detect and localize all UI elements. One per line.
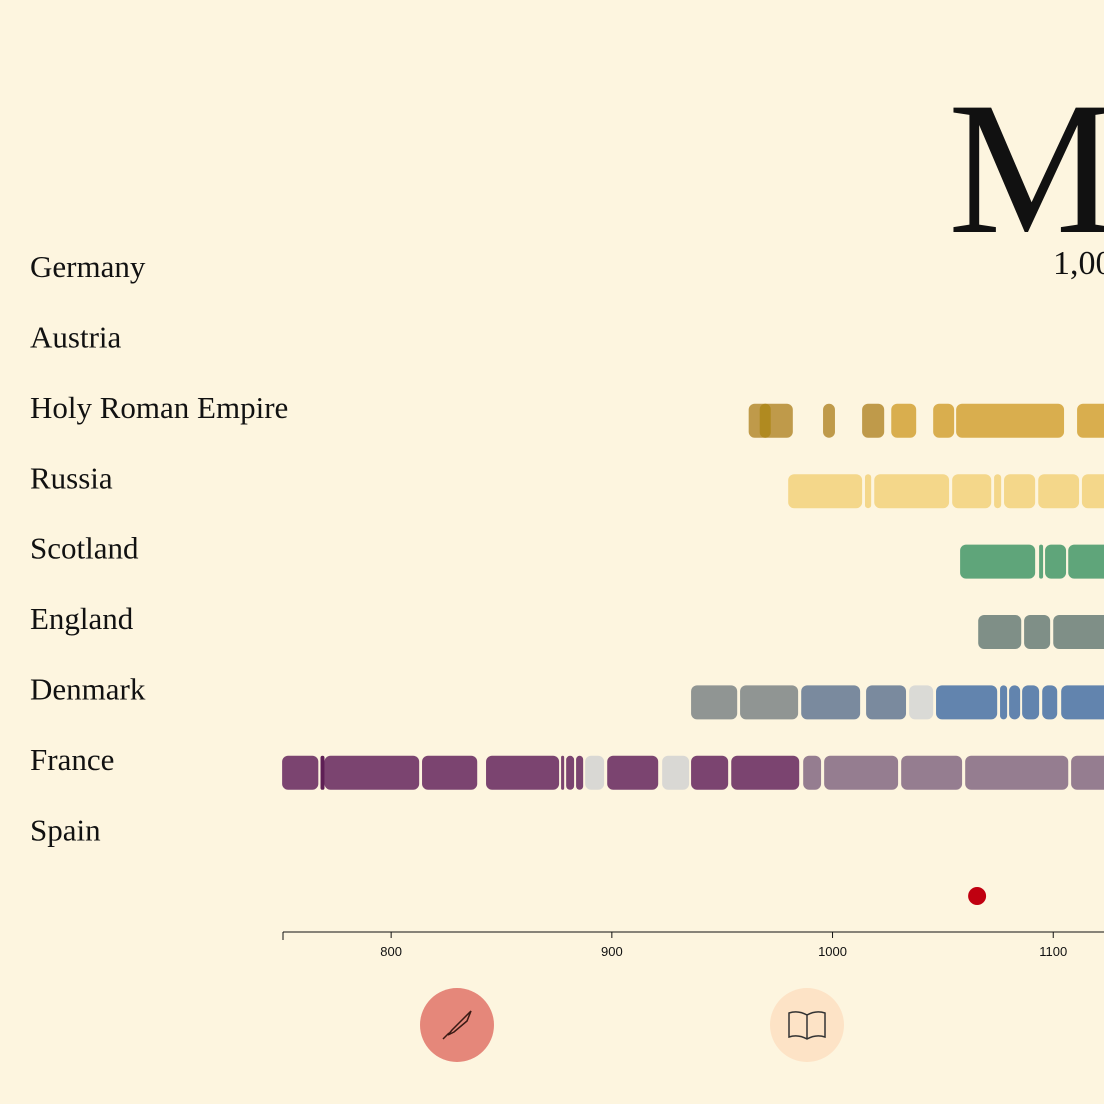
knife-icon bbox=[442, 1010, 472, 1040]
reign-segment bbox=[978, 615, 1022, 649]
reign-segment bbox=[1071, 755, 1104, 790]
reign-segment bbox=[576, 755, 584, 790]
book-icon bbox=[788, 1011, 826, 1040]
reign-segment bbox=[691, 755, 729, 790]
reign-segment bbox=[1004, 474, 1036, 509]
reign-segment bbox=[1038, 474, 1080, 509]
reign-segment bbox=[740, 685, 799, 720]
reign-segment bbox=[933, 403, 955, 438]
reign-segment bbox=[874, 474, 950, 509]
reign-segment bbox=[994, 474, 1002, 509]
reign-segment bbox=[1039, 544, 1044, 579]
row-label: Holy Roman Empire bbox=[30, 390, 288, 425]
reign-segment bbox=[824, 755, 899, 790]
x-tick-label: 1000 bbox=[818, 944, 847, 959]
reign-segment bbox=[607, 755, 659, 790]
book-button[interactable] bbox=[770, 988, 844, 1062]
reign-segment bbox=[801, 685, 861, 720]
row-label: Scotland bbox=[30, 531, 139, 566]
reign-segment bbox=[731, 755, 800, 790]
reign-segment bbox=[422, 755, 478, 790]
reign-segment bbox=[909, 685, 934, 720]
row-label: Spain bbox=[30, 812, 101, 847]
reign-segment bbox=[965, 755, 1069, 790]
reign-segment bbox=[320, 755, 325, 790]
reign-segment bbox=[1024, 615, 1051, 649]
reign-segment bbox=[864, 474, 872, 509]
reign-segment bbox=[788, 474, 863, 509]
reign-segment bbox=[901, 755, 963, 790]
row-label: Austria bbox=[30, 320, 122, 355]
knife-button[interactable] bbox=[420, 988, 494, 1062]
reign-segment bbox=[1045, 544, 1067, 579]
reign-segment bbox=[1042, 685, 1058, 720]
reign-segment bbox=[936, 685, 998, 720]
reign-segment bbox=[866, 685, 907, 720]
reign-segment bbox=[1009, 685, 1021, 720]
x-tick-label: 900 bbox=[601, 944, 623, 959]
event-marker bbox=[968, 887, 987, 905]
reign-segment bbox=[956, 403, 1065, 438]
row-label: Russia bbox=[30, 460, 113, 495]
x-tick-label: 800 bbox=[380, 944, 402, 959]
chart-title: M bbox=[948, 64, 1104, 274]
reign-segment bbox=[891, 403, 917, 438]
reign-segment bbox=[691, 685, 738, 720]
row-label: Germany bbox=[30, 249, 146, 284]
reign-segment bbox=[662, 755, 690, 790]
reign-segment bbox=[324, 755, 420, 790]
reign-segment bbox=[585, 755, 605, 790]
row-label: England bbox=[30, 601, 134, 636]
row-label: Denmark bbox=[30, 672, 146, 707]
row-label: France bbox=[30, 742, 114, 777]
reign-segment bbox=[486, 755, 560, 790]
reign-segment bbox=[1061, 685, 1104, 720]
reign-segment bbox=[1022, 685, 1040, 720]
reign-segment bbox=[282, 755, 319, 790]
reign-segment bbox=[759, 403, 771, 438]
reign-segment bbox=[1068, 544, 1104, 579]
reign-segment bbox=[1081, 474, 1104, 509]
reign-segment bbox=[561, 755, 565, 790]
reign-segment bbox=[1053, 615, 1104, 649]
reign-segment bbox=[1000, 685, 1008, 720]
reign-segment bbox=[566, 755, 575, 790]
chart-subtitle: 1,00 bbox=[1053, 245, 1104, 282]
reign-segment bbox=[952, 474, 992, 509]
reign-segment bbox=[960, 544, 1036, 579]
reign-segment bbox=[823, 403, 835, 438]
reign-segment bbox=[803, 755, 822, 790]
reign-segment bbox=[862, 403, 885, 438]
reign-segment bbox=[1077, 403, 1104, 438]
x-tick-label: 1100 bbox=[1039, 944, 1067, 959]
